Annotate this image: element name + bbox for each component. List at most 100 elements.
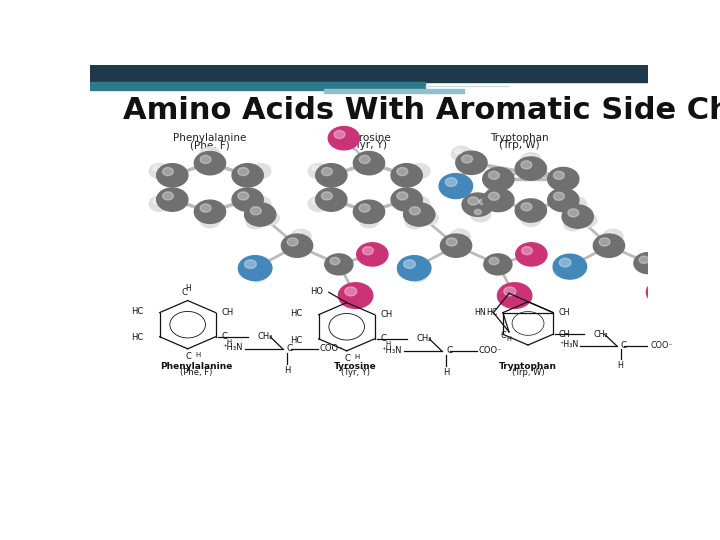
Circle shape	[482, 188, 514, 212]
Text: COO⁻: COO⁻	[651, 341, 673, 349]
Circle shape	[153, 166, 160, 171]
Text: H: H	[227, 339, 232, 345]
Text: CH: CH	[558, 330, 570, 339]
Text: H: H	[284, 366, 290, 375]
Text: (Tyr, Y): (Tyr, Y)	[341, 368, 369, 377]
Text: H: H	[354, 354, 360, 360]
Circle shape	[554, 192, 564, 200]
Circle shape	[194, 152, 225, 175]
Text: H: H	[526, 289, 531, 295]
Circle shape	[254, 166, 261, 171]
Circle shape	[287, 238, 298, 246]
Circle shape	[521, 202, 532, 211]
Circle shape	[603, 229, 623, 244]
Circle shape	[516, 199, 546, 222]
Circle shape	[238, 255, 272, 281]
Circle shape	[149, 164, 169, 179]
Circle shape	[397, 255, 431, 281]
Text: C: C	[380, 334, 386, 343]
Circle shape	[471, 207, 491, 222]
Circle shape	[634, 253, 662, 274]
Circle shape	[354, 200, 384, 224]
Circle shape	[359, 213, 379, 228]
Text: (Trp, W): (Trp, W)	[500, 140, 540, 151]
Text: CH: CH	[221, 308, 233, 317]
Circle shape	[338, 283, 373, 308]
Circle shape	[245, 260, 256, 268]
Bar	[90, 82, 425, 90]
Text: C: C	[446, 346, 452, 355]
Text: COO⁻: COO⁻	[478, 346, 502, 355]
Text: C: C	[345, 354, 351, 363]
Text: HC: HC	[289, 335, 302, 345]
Text: CH: CH	[558, 308, 570, 317]
Circle shape	[359, 156, 370, 164]
Circle shape	[479, 199, 486, 205]
Circle shape	[582, 216, 588, 220]
Circle shape	[553, 264, 570, 276]
Text: H: H	[507, 336, 511, 342]
Circle shape	[521, 212, 541, 226]
Circle shape	[410, 207, 420, 215]
Circle shape	[521, 161, 532, 169]
Text: C: C	[523, 290, 529, 299]
Circle shape	[568, 209, 579, 217]
Circle shape	[451, 146, 472, 161]
Circle shape	[312, 199, 319, 204]
Circle shape	[524, 214, 531, 219]
Circle shape	[254, 199, 261, 204]
Text: HO: HO	[310, 287, 323, 296]
Circle shape	[553, 254, 587, 279]
Circle shape	[238, 266, 256, 278]
Circle shape	[410, 164, 430, 179]
Circle shape	[404, 203, 435, 226]
Circle shape	[238, 167, 248, 176]
Circle shape	[294, 232, 302, 237]
Circle shape	[567, 220, 573, 224]
Text: (Tyr, Y): (Tyr, Y)	[351, 140, 387, 151]
Circle shape	[462, 193, 493, 217]
Circle shape	[308, 164, 328, 179]
Circle shape	[321, 192, 333, 200]
Circle shape	[639, 256, 649, 264]
Text: C: C	[621, 341, 627, 350]
Text: CH₂: CH₂	[417, 334, 433, 343]
Circle shape	[445, 178, 457, 186]
Circle shape	[450, 229, 470, 244]
Text: HN: HN	[474, 308, 485, 317]
Circle shape	[200, 213, 220, 228]
Circle shape	[245, 203, 276, 226]
Circle shape	[474, 210, 482, 214]
Text: C: C	[342, 292, 348, 301]
Text: C: C	[500, 285, 506, 294]
Circle shape	[455, 148, 462, 154]
Circle shape	[521, 153, 541, 167]
Circle shape	[149, 197, 169, 211]
Text: Tyrosine: Tyrosine	[333, 362, 377, 371]
Circle shape	[607, 232, 613, 237]
Circle shape	[456, 151, 487, 174]
Circle shape	[488, 171, 500, 179]
Text: H: H	[344, 289, 349, 298]
Circle shape	[446, 238, 457, 246]
Circle shape	[153, 199, 160, 204]
Circle shape	[330, 258, 340, 265]
Circle shape	[204, 215, 211, 220]
Text: H: H	[386, 341, 391, 347]
Bar	[324, 89, 464, 93]
Bar	[90, 65, 648, 82]
Circle shape	[251, 207, 261, 215]
Text: C: C	[221, 332, 227, 341]
Circle shape	[484, 254, 512, 275]
Text: (Trp, W): (Trp, W)	[512, 368, 544, 377]
Circle shape	[312, 166, 319, 171]
Circle shape	[557, 266, 562, 271]
Circle shape	[251, 197, 271, 211]
Text: ⁺H₃N: ⁺H₃N	[222, 343, 243, 353]
Circle shape	[524, 155, 531, 160]
Circle shape	[291, 229, 311, 244]
Circle shape	[204, 150, 211, 155]
Circle shape	[564, 217, 582, 231]
Circle shape	[548, 167, 579, 191]
Circle shape	[354, 152, 384, 175]
